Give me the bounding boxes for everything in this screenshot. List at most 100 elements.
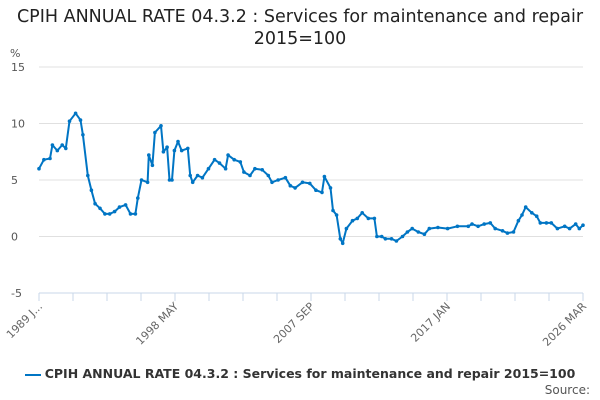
data-point xyxy=(159,124,163,128)
x-tick-label: 1989 J... xyxy=(4,300,45,341)
data-point xyxy=(276,178,280,182)
data-point xyxy=(340,241,345,246)
data-point xyxy=(150,163,155,168)
data-point xyxy=(67,119,72,123)
data-point xyxy=(212,157,217,162)
data-point xyxy=(128,212,133,216)
data-point xyxy=(98,206,102,211)
data-point xyxy=(117,205,122,209)
data-point xyxy=(266,173,271,178)
x-tick-label: 2017 JAN xyxy=(408,300,453,345)
data-point xyxy=(147,153,151,157)
data-point xyxy=(161,150,166,154)
data-point xyxy=(139,178,144,182)
y-tick-label: 10 xyxy=(11,118,25,131)
data-point xyxy=(176,139,180,144)
data-point xyxy=(226,153,230,157)
data-point xyxy=(331,208,335,213)
y-tick-label: 15 xyxy=(11,61,25,74)
data-point xyxy=(89,188,94,192)
source-label: Source: xyxy=(544,383,590,397)
data-point xyxy=(37,166,41,171)
series-line xyxy=(38,112,584,245)
data-point xyxy=(500,229,505,233)
x-tick-label: 2007 SEP xyxy=(271,300,317,346)
data-point xyxy=(133,212,138,216)
data-point xyxy=(167,178,172,182)
data-point xyxy=(338,237,343,241)
data-point xyxy=(436,225,440,230)
data-point xyxy=(107,212,112,216)
data-point xyxy=(270,180,274,185)
data-point xyxy=(300,180,305,185)
data-point xyxy=(136,196,140,200)
data-point xyxy=(505,231,510,235)
y-tick-label: -5 xyxy=(11,287,22,300)
data-point xyxy=(427,226,432,231)
data-point xyxy=(190,180,195,185)
data-point xyxy=(188,173,192,178)
legend[interactable]: CPIH ANNUAL RATE 04.3.2 : Services for m… xyxy=(0,366,600,381)
data-point xyxy=(344,226,349,231)
data-point xyxy=(375,234,379,239)
data-point xyxy=(544,221,549,225)
data-point xyxy=(260,168,265,172)
data-point xyxy=(379,234,384,239)
x-tick-label: 2026 MAR xyxy=(540,300,589,349)
data-point xyxy=(112,209,117,214)
data-point xyxy=(103,212,107,216)
data-point xyxy=(530,211,534,215)
y-tick-label: 5 xyxy=(11,174,18,187)
data-point xyxy=(64,146,68,151)
data-point xyxy=(145,180,150,185)
data-point xyxy=(366,216,371,221)
data-point xyxy=(455,224,460,229)
data-point xyxy=(50,143,55,147)
data-point xyxy=(476,224,480,229)
data-point xyxy=(488,221,493,225)
data-point xyxy=(567,226,572,231)
data-point xyxy=(389,237,394,241)
data-point xyxy=(523,205,528,209)
data-point xyxy=(179,148,184,153)
data-point xyxy=(55,148,60,153)
data-point xyxy=(223,166,228,171)
chart-title: CPIH ANNUAL RATE 04.3.2 : Services for m… xyxy=(16,7,584,49)
data-point xyxy=(195,173,200,178)
data-point xyxy=(466,224,471,229)
data-point xyxy=(78,118,83,122)
data-point xyxy=(320,190,324,195)
legend-label: CPIH ANNUAL RATE 04.3.2 : Services for m… xyxy=(44,366,576,381)
data-point xyxy=(186,146,190,151)
data-point xyxy=(217,161,222,165)
data-point xyxy=(153,130,157,135)
data-point xyxy=(577,226,582,231)
data-point xyxy=(165,145,169,149)
data-point xyxy=(405,230,410,234)
data-point xyxy=(123,203,128,207)
data-point xyxy=(350,218,355,223)
data-point xyxy=(334,213,339,217)
data-point xyxy=(314,188,318,192)
data-point xyxy=(253,166,257,171)
data-point xyxy=(511,230,516,234)
data-point xyxy=(555,226,560,231)
data-point xyxy=(360,211,365,215)
data-point xyxy=(170,178,174,182)
data-point xyxy=(520,213,524,217)
data-point xyxy=(42,157,46,162)
data-point xyxy=(283,175,288,180)
data-point xyxy=(416,230,421,234)
data-point xyxy=(534,214,539,218)
data-point xyxy=(328,186,333,190)
data-point xyxy=(410,226,415,231)
data-point xyxy=(400,234,405,239)
data-point xyxy=(493,226,498,231)
data-point xyxy=(470,222,474,226)
data-point xyxy=(200,175,205,180)
data-point xyxy=(93,201,97,206)
data-point xyxy=(86,173,90,178)
data-point xyxy=(445,226,450,231)
data-point xyxy=(242,170,246,174)
